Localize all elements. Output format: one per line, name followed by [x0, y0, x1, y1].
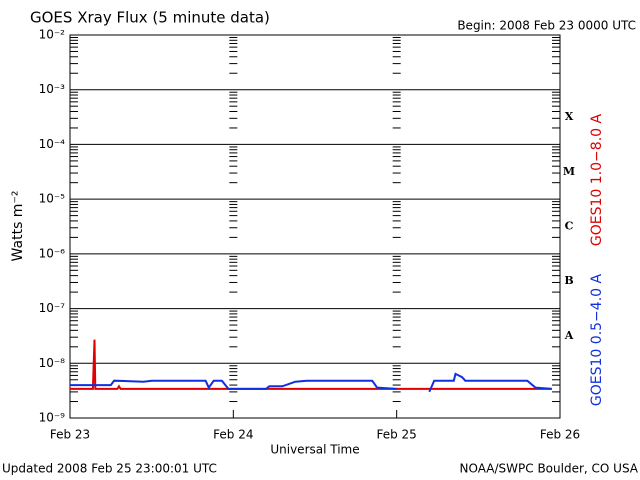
chart-subtitle: Begin: 2008 Feb 23 0000 UTC	[457, 19, 636, 33]
legend-entry: GOES10 1.0−8.0 A	[589, 114, 605, 247]
series-line	[70, 339, 552, 390]
x-axis-label: Universal Time	[270, 443, 359, 457]
y-axis-label: Watts m⁻²	[10, 191, 26, 262]
x-tick-label: Feb 25	[376, 428, 416, 442]
x-tick-label: Feb 24	[213, 428, 253, 442]
flare-class-label: B	[564, 274, 573, 287]
y-tick-label: 10⁻⁶	[39, 246, 66, 260]
y-tick-label: 10⁻⁴	[39, 137, 66, 151]
flare-class-label: A	[564, 329, 574, 342]
y-tick-label: 10⁻⁹	[39, 411, 66, 425]
footer-right: NOAA/SWPC Boulder, CO USA	[460, 462, 639, 476]
y-tick-label: 10⁻⁷	[39, 301, 66, 315]
y-tick-label: 10⁻⁸	[39, 356, 66, 370]
flare-class-label: X	[565, 110, 574, 123]
flare-class-label: M	[563, 165, 575, 178]
legend-entry: GOES10 0.5−4.0 A	[589, 274, 605, 407]
series-line	[70, 372, 552, 393]
y-tick-label: 10⁻³	[39, 82, 66, 96]
flare-class-label: C	[565, 220, 574, 233]
y-tick-label: 10⁻²	[39, 28, 66, 42]
x-tick-label: Feb 26	[540, 428, 580, 442]
x-tick-label: Feb 23	[50, 428, 90, 442]
y-tick-label: 10⁻⁵	[39, 192, 66, 206]
chart-title: GOES Xray Flux (5 minute data)	[30, 9, 270, 27]
footer-left: Updated 2008 Feb 25 23:00:01 UTC	[2, 462, 217, 476]
